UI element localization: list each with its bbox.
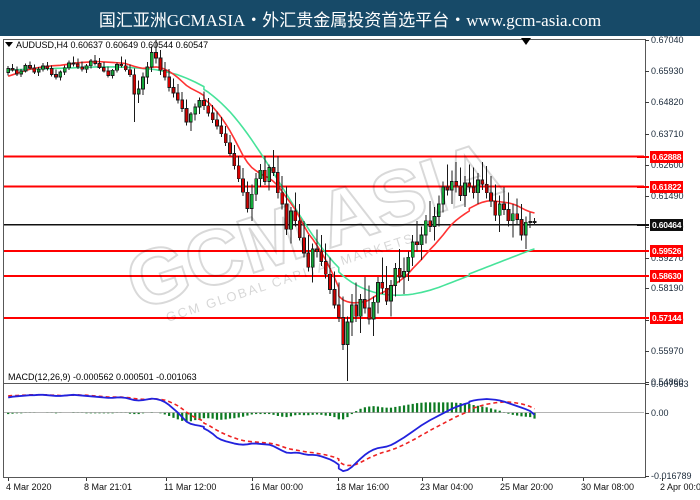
- macd-tick: [645, 412, 649, 414]
- time-axis-label: 30 Mar 08:00: [581, 482, 635, 492]
- price-tick: [645, 195, 649, 197]
- price-tick-label: 0.64820: [651, 97, 684, 108]
- level-pointer: [637, 223, 649, 226]
- level-pointer: [637, 275, 649, 278]
- price-tick: [645, 227, 649, 228]
- macd-indicator-pane[interactable]: [4, 384, 644, 476]
- price-tick: [645, 102, 649, 104]
- macd-tick-label: 0.007563: [651, 379, 689, 389]
- chart-object-marker-icon[interactable]: [521, 38, 531, 45]
- macd-tick: [645, 476, 649, 477]
- chevron-down-icon[interactable]: [5, 42, 13, 47]
- price-level-badge[interactable]: 0.58630: [650, 270, 684, 283]
- time-tick: [252, 478, 253, 481]
- level-pointer: [637, 249, 649, 252]
- macd-tick: [645, 384, 649, 385]
- time-tick: [8, 478, 9, 481]
- time-axis-label: 18 Mar 16:00: [336, 482, 390, 492]
- time-axis-label: 16 Mar 00:00: [250, 482, 304, 492]
- price-tick: [645, 71, 649, 73]
- price-level-badge[interactable]: 0.59526: [650, 244, 684, 257]
- price-tick: [645, 133, 649, 135]
- price-tick-label: 0.61490: [651, 190, 684, 201]
- price-tick: [645, 319, 649, 321]
- site-banner: 国汇亚洲GCMASIA・外汇贵金属投资首选平台・www.gcm-asia.com: [0, 0, 700, 36]
- time-tick: [86, 478, 87, 481]
- price-tick-label: 0.58190: [651, 283, 684, 294]
- time-tick: [662, 478, 663, 481]
- time-axis-label: 8 Mar 21:01: [84, 482, 133, 492]
- symbol-info-label: AUDUSD,H4 0.60637 0.60649 0.60544 0.6054…: [16, 40, 209, 50]
- price-tick-label: 0.59270: [651, 253, 684, 264]
- level-pointer: [637, 316, 649, 319]
- price-tick-label: 0.55970: [651, 345, 684, 356]
- price-tick: [645, 164, 649, 166]
- time-scale[interactable]: 4 Mar 2020 8 Mar 21:01 11 Mar 12:00 16 Mar …: [0, 478, 700, 500]
- time-axis-label: 25 Mar 20:00: [500, 482, 554, 492]
- macd-info-label: MACD(12,26,9) -0.000562 0.000501 -0.0010…: [8, 372, 197, 382]
- macd-tick-label: 0.00: [651, 407, 669, 418]
- price-tick: [645, 258, 649, 260]
- time-tick: [338, 478, 339, 481]
- price-tick: [645, 288, 649, 290]
- time-tick: [583, 478, 584, 481]
- price-level-badge[interactable]: 0.60464: [650, 218, 684, 231]
- time-tick: [166, 478, 167, 481]
- time-axis-label: 4 Mar 2020: [6, 482, 52, 492]
- level-pointer: [637, 155, 649, 158]
- price-tick-label: 0.67040: [651, 35, 684, 45]
- price-chart-pane[interactable]: [4, 40, 644, 382]
- time-tick: [502, 478, 503, 481]
- time-axis-label: 11 Mar 12:00: [164, 482, 217, 492]
- price-scale[interactable]: 0.67040 0.65930 0.64820 0.63710 0.62600 0.614…: [637, 35, 700, 490]
- price-tick-label: 0.62600: [651, 159, 684, 170]
- price-tick: [645, 350, 649, 352]
- price-tick-label: 0.54860: [651, 377, 684, 387]
- price-level-badge[interactable]: 0.57144: [650, 311, 684, 324]
- price-tick: [645, 382, 649, 383]
- price-tick: [645, 40, 649, 41]
- time-axis-label: 23 Mar 04:00: [420, 482, 474, 492]
- banner-title: 国汇亚洲GCMASIA・外汇贵金属投资首选平台・www.gcm-asia.com: [98, 10, 602, 30]
- price-level-badge[interactable]: 0.61822: [650, 180, 684, 193]
- time-axis-label: 2 Apr 00:00: [660, 482, 700, 492]
- level-pointer: [637, 185, 649, 188]
- price-level-badge[interactable]: 0.62888: [650, 150, 684, 163]
- time-tick: [422, 478, 423, 481]
- price-tick-label: 0.65930: [651, 66, 684, 77]
- macd-tick-label: -0.016789: [651, 471, 692, 481]
- price-tick-label: 0.63710: [651, 128, 684, 139]
- chart-terminal: [0, 36, 700, 500]
